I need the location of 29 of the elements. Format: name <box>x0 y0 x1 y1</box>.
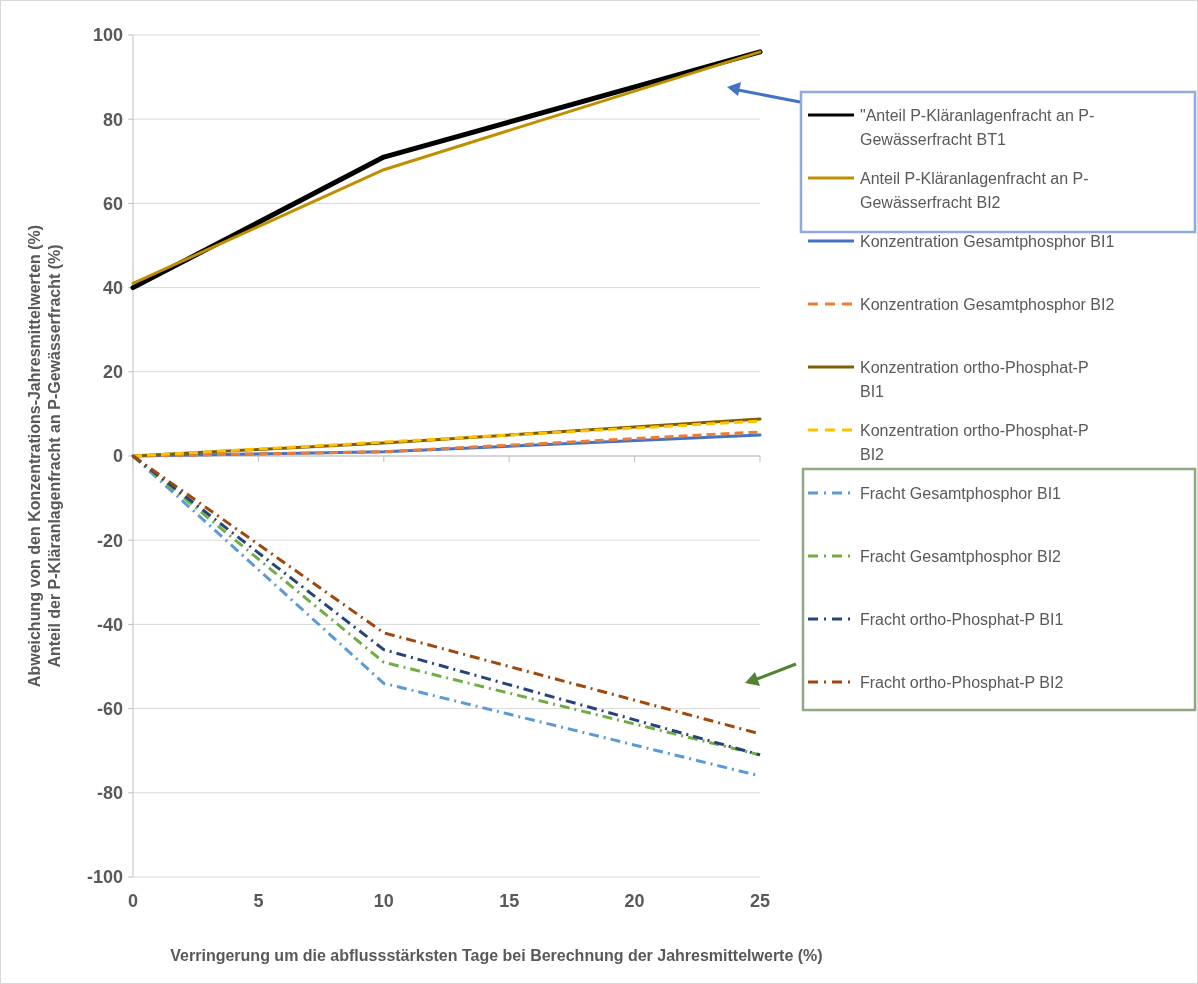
y-axis-title: Abweichung von den Konzentrations-Jahresmittelwerten (%) Anteil der P-Kläranlagenfracht an P-Gewässerfracht (%) <box>26 224 63 688</box>
legend-label: Konzentration Gesamtphosphor BI2 <box>860 295 1115 313</box>
y-tick-label: -60 <box>96 698 123 719</box>
legend-label: "Anteil P-Kläranlagenfracht an P-Gewässerfracht BT1 <box>860 106 1095 148</box>
x-tick-label: 15 <box>499 891 520 911</box>
x-tick-label: 25 <box>749 891 771 911</box>
legend-label: Fracht Gesamtphosphor BI2 <box>860 547 1062 565</box>
x-axis-title: Verringerung um die abflussstärksten Tage bei Berechnung der Jahresmittelwerte (%) <box>170 947 823 964</box>
y-tick-label: -100 <box>86 867 123 888</box>
x-tick-label: 10 <box>373 891 394 911</box>
y-tick-label: 40 <box>102 277 123 298</box>
y-tick-label: 20 <box>102 362 123 383</box>
y-tick-label: -20 <box>96 530 123 551</box>
legend-label: Fracht ortho-Phosphat-P BI1 <box>860 610 1064 628</box>
y-tick-label: 0 <box>112 446 123 467</box>
y-tick-label: 60 <box>102 193 123 214</box>
y-tick-label: 100 <box>92 25 123 46</box>
x-tick-label: 20 <box>624 891 645 911</box>
x-tick-label: 0 <box>127 891 139 911</box>
y-tick-label: -40 <box>96 614 123 635</box>
y-tick-label: 80 <box>102 109 123 130</box>
legend-label: Fracht ortho-Phosphat-P BI2 <box>860 673 1064 691</box>
legend-label: Konzentration ortho-Phosphat-P BI2 <box>860 421 1089 463</box>
legend-label: Konzentration ortho-Phosphat-P BI1 <box>860 358 1089 400</box>
legend-label: Fracht Gesamtphosphor BI1 <box>860 484 1062 502</box>
legend-label: Konzentration Gesamtphosphor BI1 <box>860 232 1115 250</box>
x-tick-label: 5 <box>253 891 264 911</box>
legend-label: Anteil P-Kläranlagenfracht an P-Gewässerfracht BI2 <box>860 169 1089 211</box>
y-tick-label: -80 <box>96 783 123 804</box>
